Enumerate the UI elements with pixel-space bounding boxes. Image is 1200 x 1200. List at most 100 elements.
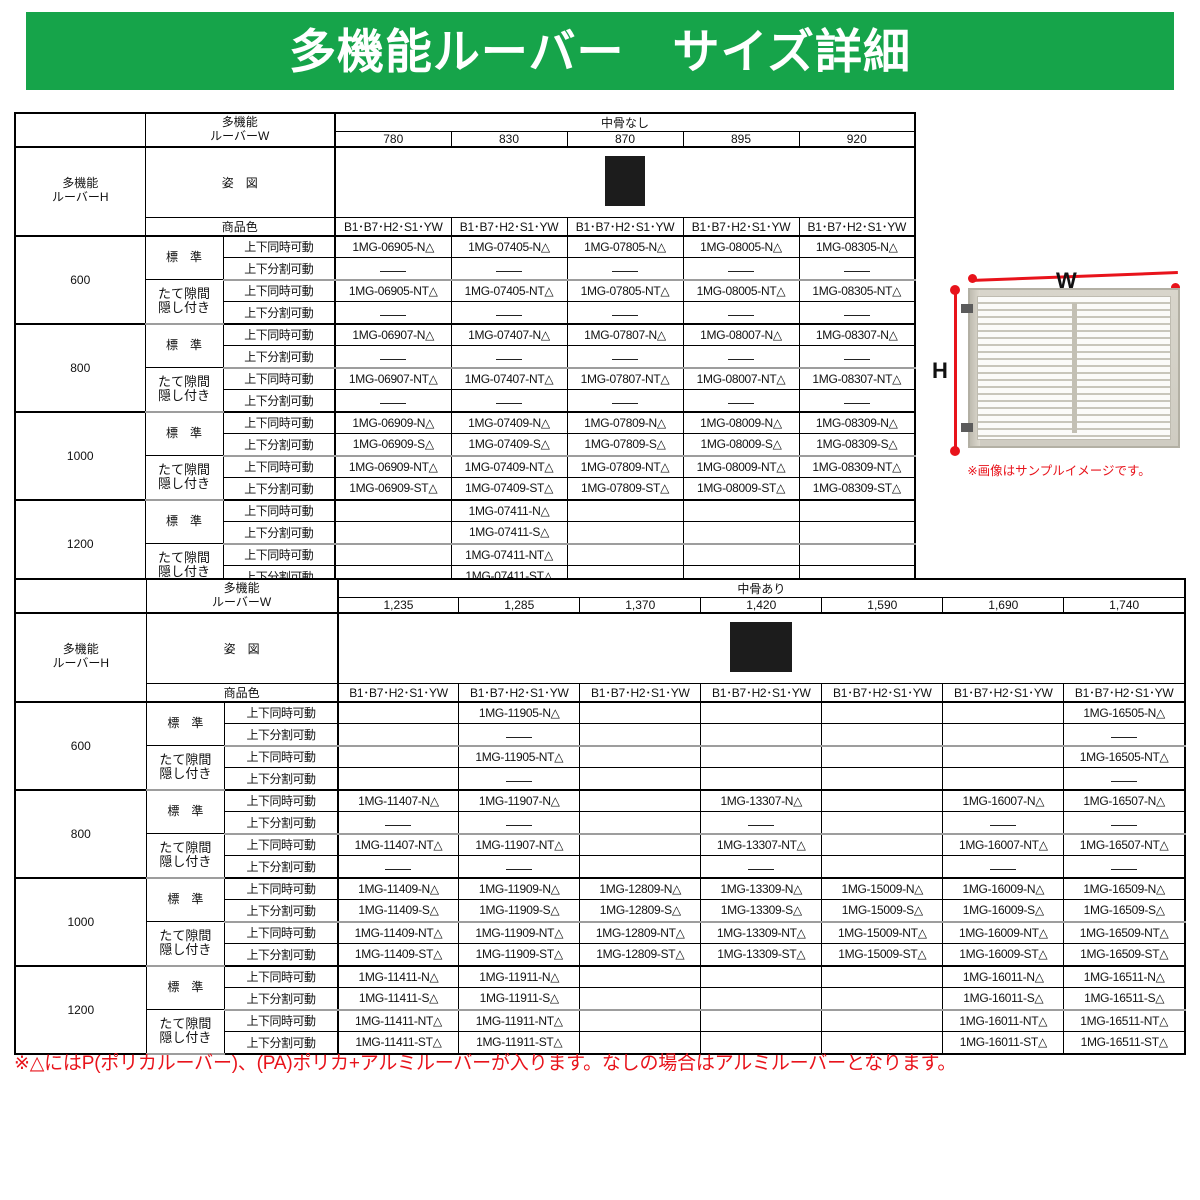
product-code-cell: 1MG-08007-N△ (682, 322, 800, 346)
row-height-600: 600 (14, 234, 146, 324)
product-code-cell: 1MG-07809-N△ (566, 410, 684, 434)
louver-product-photo (961, 288, 1180, 448)
product-code-cell: 1MG-16511-ST△ (1063, 1031, 1186, 1054)
row-motion-split: 上下分割可動 (222, 433, 336, 457)
product-code-cell (700, 723, 823, 747)
not-available-dash-icon (496, 397, 522, 405)
product-code-cell (450, 257, 568, 281)
row-motion-simultaneous: 上下同時可動 (222, 498, 336, 522)
product-code-cell (334, 498, 452, 522)
header-louver-height-label: 多機能 ルーバーH (14, 146, 146, 236)
row-type-gap-cover-line2: 隠し付き (157, 564, 210, 580)
row-motion-simultaneous: 上下同時可動 (222, 543, 336, 566)
row-motion-simultaneous: 上下同時可動 (224, 964, 339, 988)
header-width-895: 895 (682, 131, 800, 148)
product-code-cell (798, 345, 916, 369)
product-code-cell: 1MG-07411-S△ (450, 521, 568, 545)
product-code-cell (579, 833, 702, 856)
spec-table-no-mullion: 多機能 ルーバーW 中骨なし 780 830 870 895 920 多機能 ルーバーH 姿 図商品… (14, 112, 917, 589)
row-type-standard: 標 準 (144, 322, 224, 368)
louver-diagram-no-mullion-icon (605, 155, 645, 206)
not-available-dash-icon (728, 265, 754, 273)
page-title: 多機能ルーバー サイズ詳細 (288, 24, 912, 78)
row-type-gap-cover: たて隙間 隠し付き (144, 455, 224, 501)
height-arrow-bottom-dot (950, 446, 960, 456)
product-code-cell (821, 1031, 944, 1054)
table-row: 上下分割可動 (15, 301, 916, 325)
product-code-cell: 1MG-11911-ST△ (458, 1031, 581, 1054)
product-code-cell: 1MG-06905-N△ (334, 234, 452, 258)
not-available-dash-icon (843, 397, 870, 405)
product-code-cell: 1MG-08005-NT△ (682, 279, 800, 302)
product-code-cell: 1MG-12809-NT△ (579, 921, 702, 944)
product-code-cell: 1MG-12809-N△ (579, 876, 702, 900)
product-code-cell: 1MG-13309-NT△ (700, 921, 823, 944)
product-code-cell (1063, 767, 1186, 791)
width-label: W (1056, 268, 1077, 293)
not-available-dash-icon (506, 731, 533, 739)
header-width-1590: 1,590 (821, 597, 944, 614)
row-motion-split: 上下分割可動 (224, 767, 339, 791)
product-sample-image: W H ※画像はサンプルイメージです。 (928, 258, 1190, 483)
product-code-cell: 1MG-07407-NT△ (450, 367, 568, 390)
product-code-cell: 1MG-16007-NT△ (942, 833, 1065, 856)
product-code-cell: 1MG-07807-N△ (566, 322, 684, 346)
product-code-cell: 1MG-08005-N△ (682, 234, 800, 258)
not-available-dash-icon (843, 309, 870, 317)
product-code-cell: 1MG-06909-N△ (334, 410, 452, 434)
product-code-cell: 1MG-16507-N△ (1063, 788, 1186, 812)
product-code-cell: 1MG-11909-NT△ (458, 921, 581, 944)
product-code-cell: 1MG-06909-S△ (334, 433, 452, 457)
not-available-dash-icon (380, 397, 407, 405)
table-row: たて隙間 隠し付き 上下同時可動 1MG-11905-NT△ 1MG-16505-NT△ (15, 745, 1186, 791)
table-row: 上下分割可動 1MG-06909-ST△ 1MG-07409-ST△ 1MG-0780… (15, 477, 916, 501)
product-code-cell: 1MG-07405-N△ (450, 234, 568, 258)
table-row: 上下分割可動 (15, 855, 1186, 879)
not-available-dash-icon (496, 265, 522, 273)
product-code-cell: 1MG-11409-N△ (336, 876, 460, 900)
product-code-cell: 1MG-11411-ST△ (336, 1031, 460, 1054)
product-code-cell (700, 700, 823, 724)
not-available-dash-icon (990, 819, 1017, 827)
table-row: 上下分割可動 (15, 767, 1186, 791)
table-row: 上下分割可動 1MG-11409-S△ 1MG-11909-S△ 1MG-12809-… (15, 899, 1186, 923)
product-code-cell: 1MG-16509-N△ (1063, 876, 1186, 900)
row-type-gap-cover-line1: たて隙間 (157, 549, 210, 565)
not-available-dash-icon (496, 353, 522, 361)
row-height-1200: 1200 (14, 498, 146, 588)
product-code-cell: 1MG-06907-N△ (334, 322, 452, 346)
product-code-cell (821, 723, 944, 747)
product-code-cell (821, 788, 944, 812)
product-code-cell: 1MG-12809-ST△ (579, 943, 702, 967)
not-available-dash-icon (380, 265, 407, 273)
product-code-cell (682, 257, 800, 281)
product-code-cell: 1MG-08309-ST△ (798, 477, 916, 501)
not-available-dash-icon (1111, 775, 1138, 783)
table-row: 800 標 準上下同時可動 1MG-11407-N△ 1MG-11907-N△ 1MG-… (14, 788, 1186, 878)
row-motion-split: 上下分割可動 (222, 521, 336, 545)
product-code-cell: 1MG-15009-ST△ (821, 943, 944, 967)
product-code-cell: 1MG-16511-N△ (1063, 964, 1186, 988)
product-code-cell (798, 498, 916, 522)
product-code-cell (821, 855, 944, 879)
row-type-standard: 標 準 (145, 876, 226, 922)
product-code-cell (579, 1031, 702, 1054)
width-dimension-arrow (968, 271, 1180, 292)
louver-center-mullion (1072, 303, 1077, 433)
header-louver-height-line2: ルーバーH (52, 656, 110, 671)
product-code-cell (798, 389, 916, 413)
header-color-codes: B1･B7･H2･S1･YW (450, 216, 568, 236)
row-type-gap-cover-line1: たて隙間 (159, 839, 212, 855)
product-code-cell: 1MG-11905-NT△ (458, 745, 581, 768)
product-code-cell (336, 767, 460, 791)
row-type-gap-cover-line2: 隠し付き (157, 476, 210, 492)
row-type-gap-cover: たて隙間 隠し付き (145, 921, 226, 967)
table-row: 600 標 準上下同時可動 1MG-06905-N△ 1MG-07405-N△ 1MG-… (14, 234, 916, 324)
row-type-gap-cover: たて隙間 隠し付き (145, 1009, 226, 1055)
height-label: H (932, 358, 948, 383)
product-code-cell: 1MG-07407-N△ (450, 322, 568, 346)
product-code-cell (566, 301, 684, 325)
product-code-cell: 1MG-11909-N△ (458, 876, 581, 900)
louver-left-post (970, 290, 980, 446)
not-available-dash-icon (612, 265, 638, 273)
